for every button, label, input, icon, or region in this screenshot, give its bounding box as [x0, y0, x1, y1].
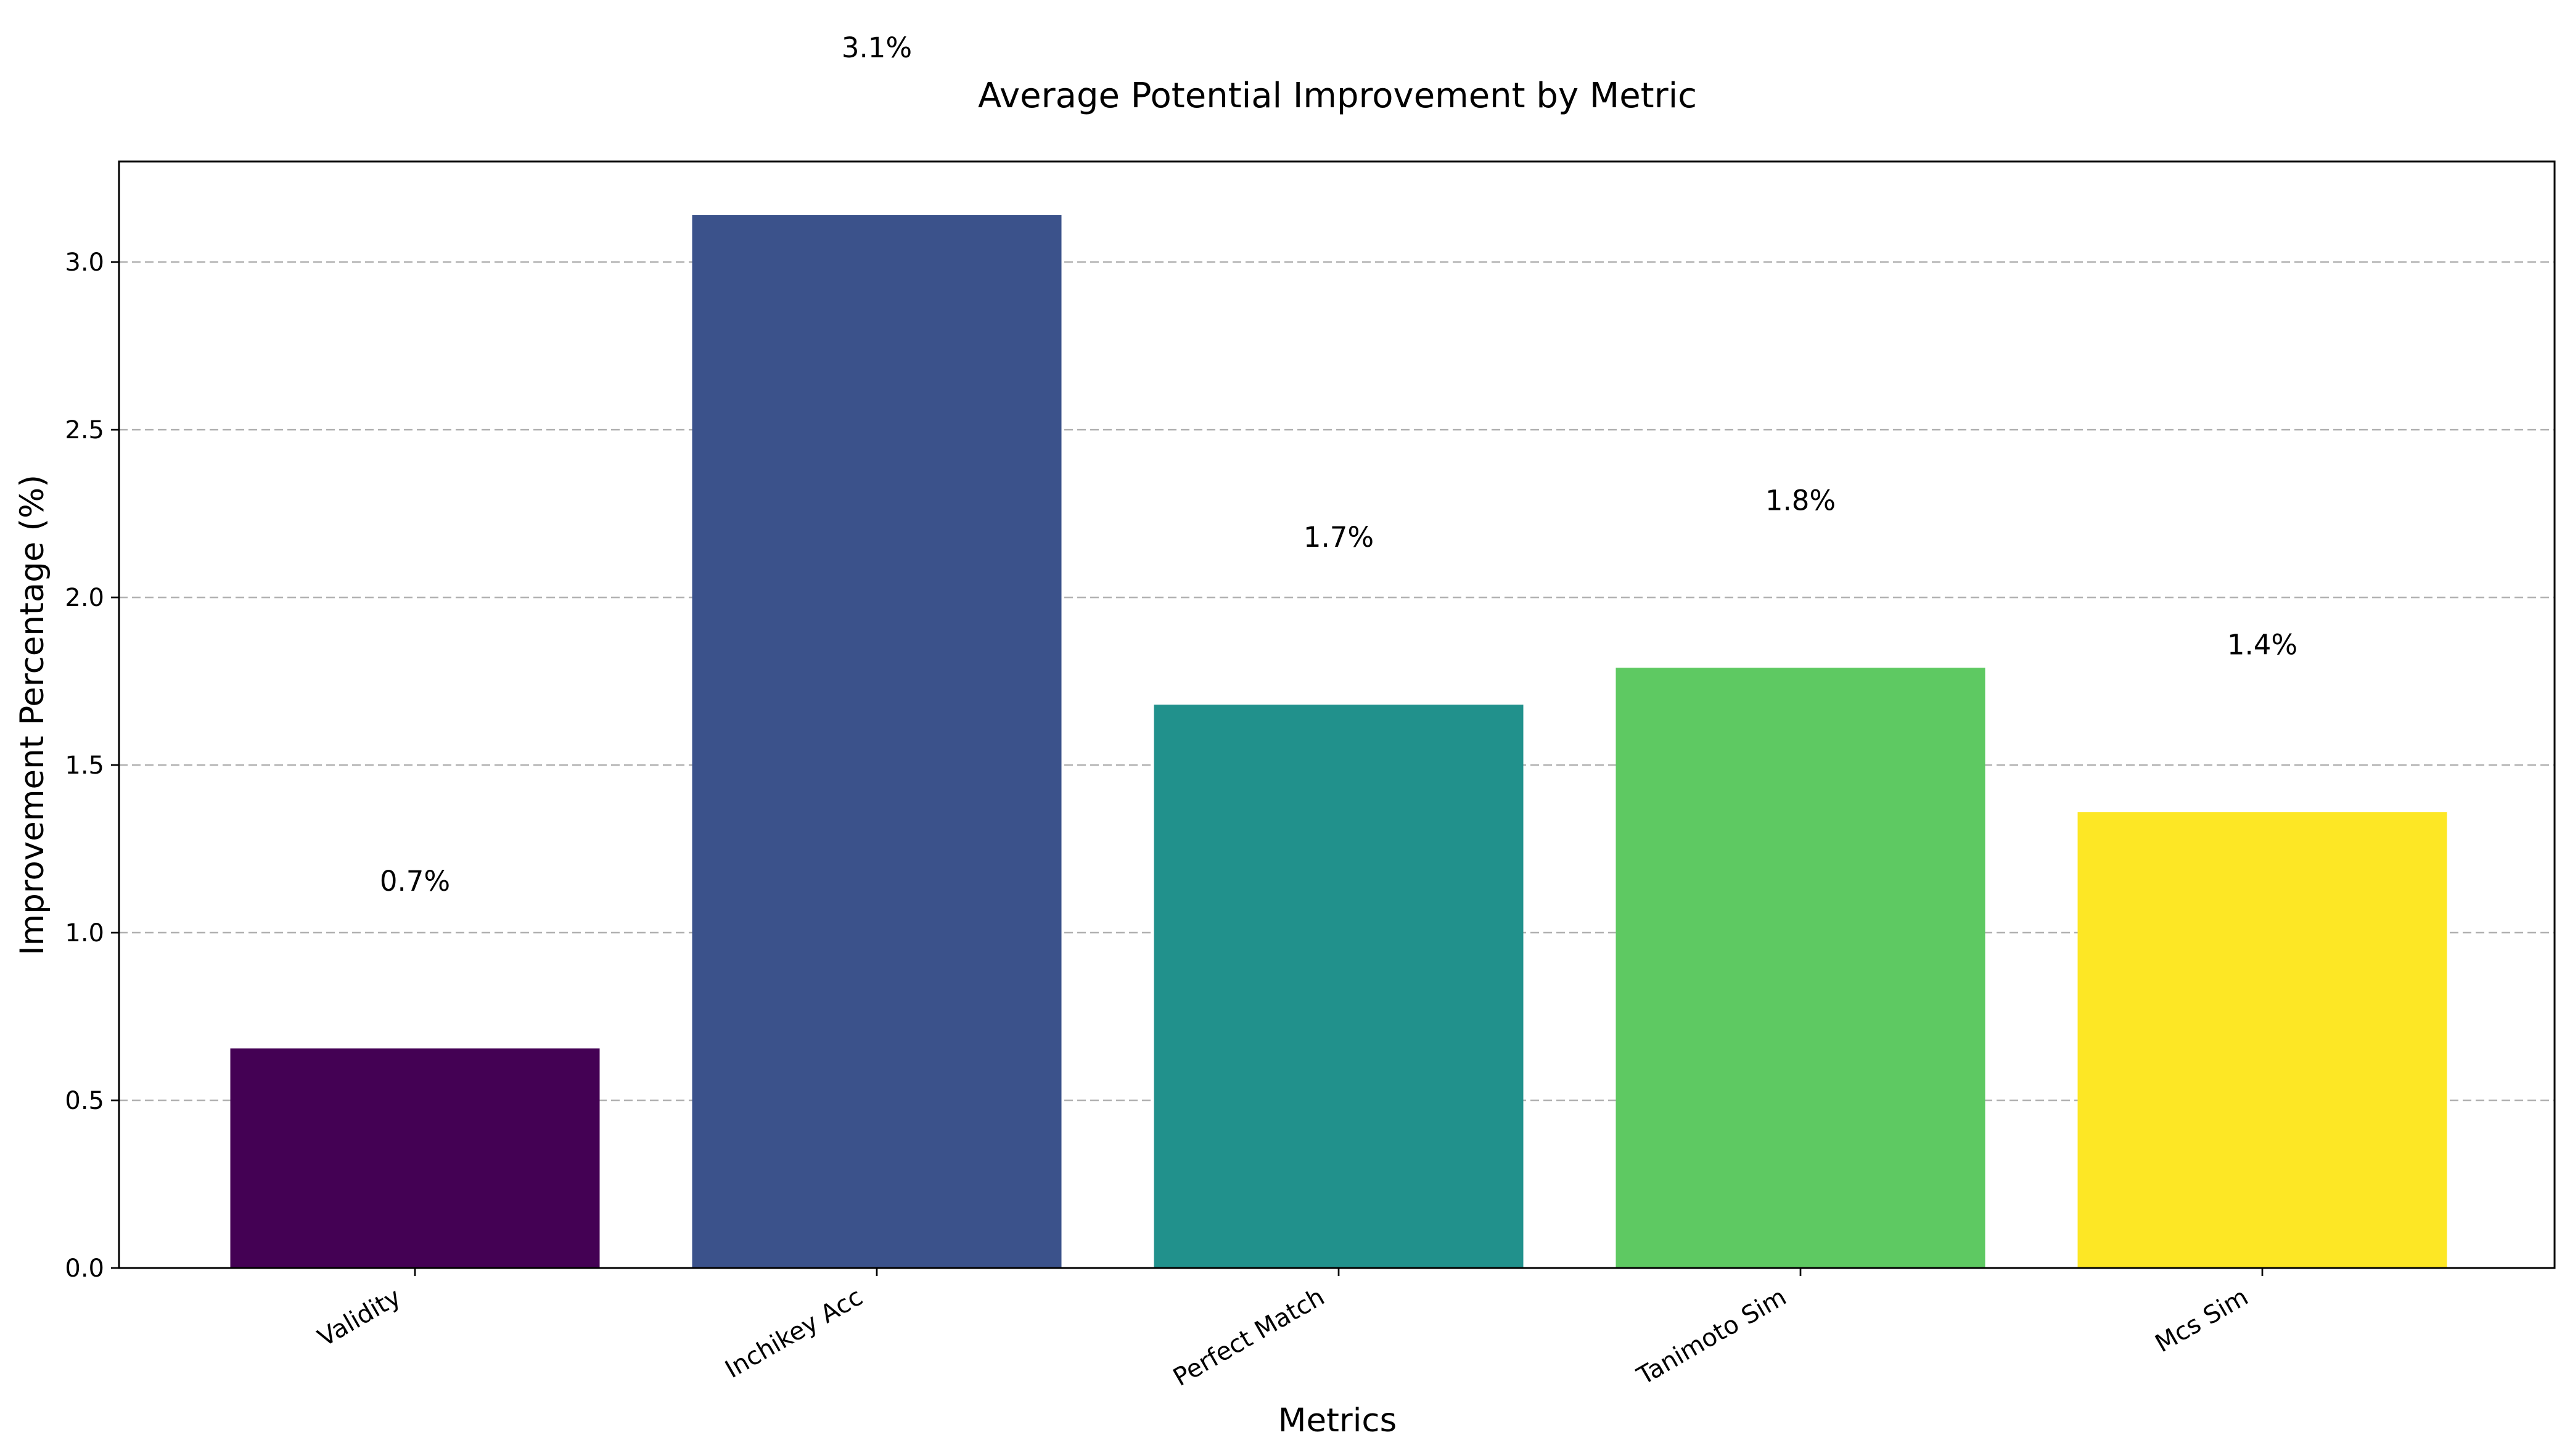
bar-mcs-sim: [2077, 812, 2447, 1268]
data-label: 1.8%: [1765, 484, 1836, 517]
y-tick-label: 2.0: [65, 584, 104, 612]
x-tick-label: Tanimoto Sim: [1632, 1283, 1791, 1391]
chart-title: Average Potential Improvement by Metric: [978, 76, 1697, 116]
bar-tanimoto-sim: [1615, 668, 1985, 1268]
y-tick-label: 1.0: [65, 919, 104, 947]
y-tick-label: 0.5: [65, 1087, 104, 1115]
x-tick-label: Inchikey Acc: [720, 1283, 868, 1384]
plot-frame: [118, 160, 2556, 1269]
y-tick-label: 3.0: [65, 248, 104, 277]
x-tick-label: Validity: [313, 1283, 406, 1352]
x-tick-label: Mcs Sim: [2151, 1283, 2253, 1359]
bar-validity: [230, 1048, 600, 1268]
y-axis-label: Improvement Percentage (%): [14, 475, 51, 955]
x-tick-label: Perfect Match: [1168, 1283, 1329, 1392]
bars: [230, 215, 2447, 1269]
y-tick-label: 2.5: [65, 416, 104, 444]
bar-perfect-match: [1154, 705, 1524, 1268]
data-labels: 0.7% 3.1% 1.7% 1.8% 1.4%: [380, 31, 2297, 898]
y-axis-ticks: 0.0 0.5 1.0 1.5 2.0 2.5 3.0: [65, 248, 119, 1283]
data-label: 0.7%: [380, 865, 450, 898]
data-label: 1.4%: [2227, 628, 2297, 661]
data-label: 1.7%: [1303, 521, 1374, 554]
y-tick-label: 1.5: [65, 751, 104, 780]
data-label: 3.1%: [842, 31, 912, 64]
bar-inchikey-acc: [692, 215, 1062, 1269]
y-tick-label: 0.0: [65, 1254, 104, 1283]
x-axis-label: Metrics: [1278, 1402, 1397, 1439]
x-axis-ticks: Validity Inchikey Acc Perfect Match Tanimot…: [313, 1268, 2264, 1392]
